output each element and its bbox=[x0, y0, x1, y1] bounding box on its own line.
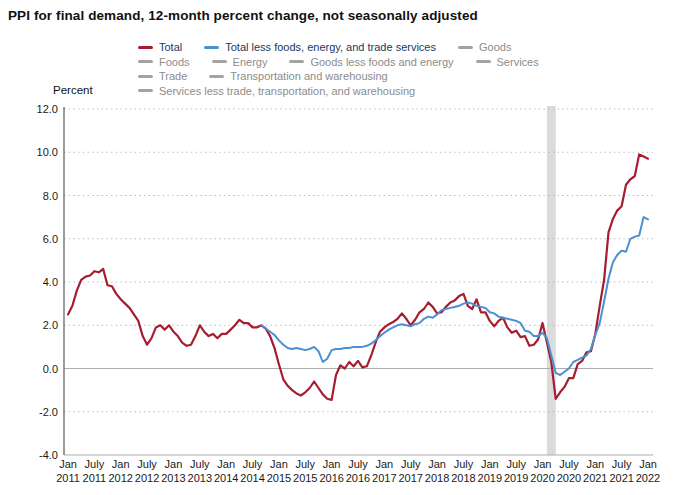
x-tick-year-label: 2021 bbox=[609, 472, 633, 484]
x-tick-month-label: Jan bbox=[59, 458, 77, 470]
y-tick-label: 2.0 bbox=[43, 319, 58, 331]
x-tick-year-label: 2013 bbox=[188, 472, 212, 484]
y-tick-label: 0.0 bbox=[43, 363, 58, 375]
x-tick-year-label: 2018 bbox=[451, 472, 475, 484]
x-tick-month-label: Jan bbox=[375, 458, 393, 470]
ppi-line-chart: 12.010.08.06.04.02.00.0-2.0-4.0Jan2011Ju… bbox=[0, 0, 687, 495]
x-tick-month-label: July bbox=[401, 458, 421, 470]
x-tick-year-label: 2016 bbox=[319, 472, 343, 484]
x-tick-month-label: July bbox=[243, 458, 263, 470]
x-tick-month-label: Jan bbox=[428, 458, 446, 470]
x-tick-year-label: 2015 bbox=[267, 472, 291, 484]
x-tick-year-label: 2012 bbox=[135, 472, 159, 484]
y-tick-label: 6.0 bbox=[43, 233, 58, 245]
x-tick-year-label: 2011 bbox=[56, 472, 80, 484]
x-tick-month-label: Jan bbox=[481, 458, 499, 470]
x-tick-year-label: 2014 bbox=[240, 472, 264, 484]
x-tick-month-label: Jan bbox=[639, 458, 657, 470]
y-tick-label: 4.0 bbox=[43, 276, 58, 288]
x-tick-year-label: 2021 bbox=[583, 472, 607, 484]
x-tick-year-label: 2020 bbox=[530, 472, 554, 484]
x-tick-year-label: 2020 bbox=[557, 472, 581, 484]
x-tick-year-label: 2018 bbox=[425, 472, 449, 484]
x-tick-year-label: 2017 bbox=[398, 472, 422, 484]
y-tick-label: 12.0 bbox=[37, 103, 58, 115]
recession-band bbox=[547, 106, 556, 455]
x-tick-month-label: July bbox=[190, 458, 210, 470]
x-tick-year-label: 2016 bbox=[346, 472, 370, 484]
series-line-total bbox=[68, 154, 648, 400]
x-tick-month-label: July bbox=[454, 458, 474, 470]
y-tick-label: 8.0 bbox=[43, 190, 58, 202]
y-tick-label: 10.0 bbox=[37, 146, 58, 158]
x-tick-year-label: 2014 bbox=[214, 472, 238, 484]
x-tick-month-label: July bbox=[612, 458, 632, 470]
x-tick-year-label: 2019 bbox=[504, 472, 528, 484]
x-tick-year-label: 2019 bbox=[478, 472, 502, 484]
x-tick-month-label: Jan bbox=[323, 458, 341, 470]
x-tick-month-label: July bbox=[137, 458, 157, 470]
x-tick-year-label: 2011 bbox=[83, 472, 107, 484]
x-tick-month-label: Jan bbox=[165, 458, 183, 470]
x-tick-month-label: Jan bbox=[112, 458, 130, 470]
x-tick-month-label: Jan bbox=[534, 458, 552, 470]
x-tick-year-label: 2013 bbox=[161, 472, 185, 484]
x-tick-year-label: 2022 bbox=[636, 472, 660, 484]
y-tick-label: -2.0 bbox=[39, 406, 58, 418]
x-tick-month-label: July bbox=[506, 458, 526, 470]
x-tick-month-label: July bbox=[295, 458, 315, 470]
x-tick-month-label: July bbox=[85, 458, 105, 470]
x-tick-month-label: Jan bbox=[217, 458, 235, 470]
x-tick-month-label: Jan bbox=[586, 458, 604, 470]
series-line-total-less-foods-energy-and-trade-services bbox=[261, 217, 648, 375]
x-tick-month-label: July bbox=[348, 458, 368, 470]
x-tick-year-label: 2012 bbox=[108, 472, 132, 484]
x-tick-month-label: July bbox=[559, 458, 579, 470]
x-tick-month-label: Jan bbox=[270, 458, 288, 470]
x-tick-year-label: 2017 bbox=[372, 472, 396, 484]
x-tick-year-label: 2015 bbox=[293, 472, 317, 484]
y-tick-label: -4.0 bbox=[39, 449, 58, 461]
